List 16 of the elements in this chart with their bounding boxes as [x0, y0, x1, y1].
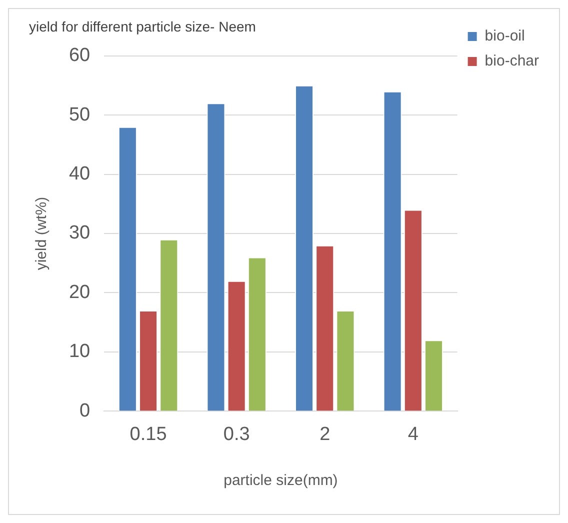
- y-tick-label: 50: [68, 104, 90, 126]
- x-tick-label: 0.15: [130, 424, 167, 445]
- x-axis-title: particle size(mm): [224, 472, 338, 490]
- y-tick-label: 30: [68, 222, 90, 244]
- legend-label: bio-oil: [484, 28, 525, 45]
- x-tick-label: 0.3: [223, 424, 250, 445]
- x-tick-label: 2: [320, 424, 330, 445]
- y-tick-label: 20: [68, 282, 90, 303]
- y-tick-label: 40: [68, 164, 90, 184]
- y-tick-label: 60: [68, 45, 90, 66]
- legend-label: bio-char: [484, 52, 540, 70]
- x-tick-label: 4: [408, 424, 419, 445]
- chart-title: yield for different particle size- Neem: [29, 18, 256, 34]
- y-axis-title: yield (wt%): [33, 196, 50, 270]
- y-tick-label: 10: [68, 341, 90, 362]
- y-tick-label: 0: [80, 400, 90, 422]
